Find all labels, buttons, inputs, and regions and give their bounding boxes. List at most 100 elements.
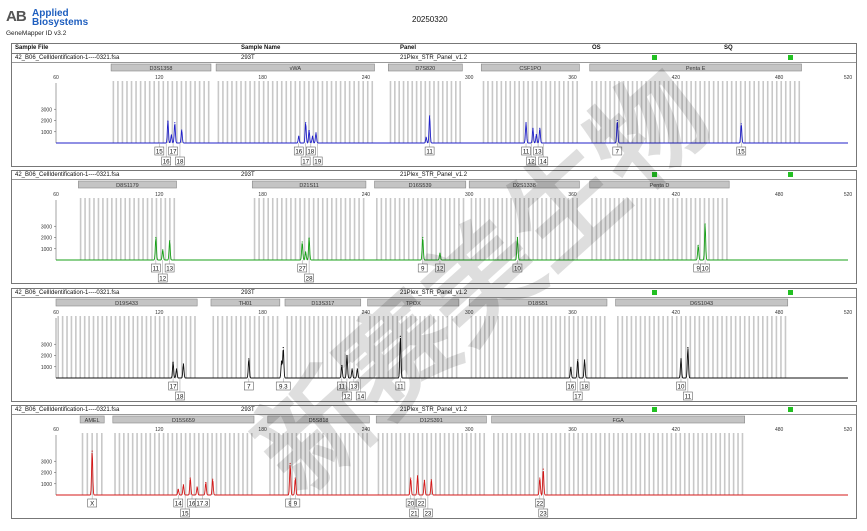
allele-call[interactable]: 11 [395, 378, 406, 391]
marker-vwa[interactable]: vWA [215, 63, 375, 72]
allele-call[interactable]: 10 [700, 260, 710, 273]
allele-bin [567, 81, 570, 143]
allele-bin [426, 198, 428, 260]
allele-call[interactable]: 11 [151, 260, 161, 273]
allele-call[interactable]: 22 [535, 495, 545, 508]
marker-d19s433[interactable]: D19S433 [55, 298, 198, 307]
allele-call[interactable]: 7 [244, 378, 254, 391]
allele-call[interactable]: 11 [521, 143, 531, 155]
allele-bin [394, 81, 396, 143]
allele-call[interactable]: 9 [290, 495, 301, 508]
marker-fga[interactable]: FGA [491, 415, 745, 424]
sample-file-value: 42_B06_CellIdentification-1----0321.fsa [15, 54, 120, 61]
allele-call[interactable]: 16 [161, 143, 171, 165]
allele-call[interactable]: 10 [676, 378, 686, 391]
marker-d3s1358[interactable]: D3S1358 [110, 63, 212, 72]
allele-bin [272, 316, 274, 378]
allele-call[interactable]: 15 [736, 143, 747, 155]
marker-d7s820[interactable]: D7S820 [387, 63, 463, 72]
allele-call[interactable]: 18 [306, 143, 316, 155]
allele-call-label: 8 [288, 500, 292, 507]
allele-call[interactable]: 28 [304, 260, 314, 283]
marker-d2s1338[interactable]: D2S1338 [468, 180, 580, 189]
allele-call[interactable]: 20 [405, 495, 416, 508]
allele-call[interactable]: 18 [175, 378, 185, 401]
allele-call[interactable]: 15 [154, 143, 165, 155]
marker-csf1po[interactable]: CSF1PO [480, 63, 580, 72]
allele-call[interactable]: 12 [435, 260, 445, 273]
allele-bin [194, 81, 196, 143]
allele-call[interactable]: 23 [423, 495, 433, 518]
allele-bin [226, 316, 228, 378]
allele-call[interactable]: 18 [579, 378, 590, 391]
allele-call[interactable]: 12 [342, 378, 352, 401]
allele-bin [408, 433, 411, 495]
marker-d16s539[interactable]: D16S539 [374, 180, 467, 189]
allele-call[interactable]: X [87, 495, 97, 508]
marker-d6s1043[interactable]: D6S1043 [615, 298, 789, 307]
allele-call[interactable]: 15 [180, 495, 190, 518]
allele-bin [330, 316, 333, 378]
allele-call[interactable]: 14 [173, 495, 184, 508]
allele-call[interactable]: 10 [512, 260, 523, 273]
marker-label: AMEL [85, 418, 100, 424]
allele-call[interactable]: 9.3 [275, 378, 291, 391]
marker-d21s11[interactable]: D21S11 [251, 180, 367, 189]
marker-d15s659[interactable]: D15S659 [112, 415, 255, 424]
sq-status-indicator [788, 290, 793, 295]
allele-bin [403, 198, 405, 260]
marker-d12s391[interactable]: D12S391 [375, 415, 487, 424]
allele-call[interactable]: 7 [612, 143, 623, 155]
allele-call[interactable]: 23 [538, 495, 549, 518]
allele-call[interactable]: 12 [526, 143, 537, 165]
allele-call[interactable]: 11 [337, 378, 347, 391]
allele-call[interactable]: 13 [349, 378, 359, 391]
allele-bin [437, 81, 440, 143]
allele-call[interactable]: 27 [297, 260, 308, 273]
marker-d18s51[interactable]: D18S51 [468, 298, 608, 307]
allele-bin [528, 316, 531, 378]
allele-call[interactable]: 17.3 [195, 495, 210, 508]
allele-call-label: 18 [177, 393, 184, 400]
allele-call[interactable]: 14 [355, 378, 366, 401]
allele-call[interactable]: 17 [300, 143, 311, 165]
allele-call-box [423, 508, 433, 518]
allele-call[interactable]: 19 [312, 143, 323, 165]
marker-penta-e[interactable]: Penta E [589, 63, 802, 72]
allele-bin [102, 198, 104, 260]
marker-tpox[interactable]: TPOX [367, 298, 460, 307]
marker-d13s317[interactable]: D13S317 [284, 298, 362, 307]
x-tick-label: 420 [672, 310, 681, 316]
marker-th01[interactable]: TH01 [210, 298, 281, 307]
marker-d8s1179[interactable]: D8S1179 [78, 180, 177, 189]
allele-call[interactable]: 14 [538, 143, 549, 165]
allele-bin [748, 81, 751, 143]
allele-bin [567, 198, 570, 260]
allele-bin [644, 316, 646, 378]
allele-call[interactable]: 17 [572, 378, 583, 401]
allele-bin [537, 316, 539, 378]
marker-d5s818[interactable]: D5S818 [267, 415, 370, 424]
allele-call[interactable]: 16 [565, 378, 576, 391]
allele-call[interactable]: 17 [168, 143, 178, 155]
allele-call[interactable]: 13 [533, 143, 543, 155]
allele-bin [150, 316, 152, 378]
allele-call[interactable]: 16 [293, 143, 304, 155]
allele-call[interactable]: 9 [417, 260, 428, 273]
allele-bin [395, 433, 397, 495]
marker-amel[interactable]: AMEL [79, 415, 105, 424]
allele-bin [176, 81, 178, 143]
allele-bin [453, 198, 456, 260]
allele-call[interactable]: 12 [157, 260, 168, 283]
allele-call[interactable]: 21 [409, 495, 419, 518]
allele-call[interactable]: 11 [424, 143, 435, 155]
allele-call[interactable]: 18 [175, 143, 185, 165]
allele-call[interactable]: 17 [168, 378, 178, 391]
allele-call[interactable]: 11 [683, 378, 693, 401]
peak-point [205, 482, 207, 484]
allele-call[interactable]: 13 [164, 260, 175, 273]
marker-penta-d[interactable]: Penta D [589, 180, 730, 189]
allele-bin [657, 433, 659, 495]
allele-call[interactable]: 22 [416, 495, 426, 508]
y-tick-label: 1000 [41, 482, 52, 488]
